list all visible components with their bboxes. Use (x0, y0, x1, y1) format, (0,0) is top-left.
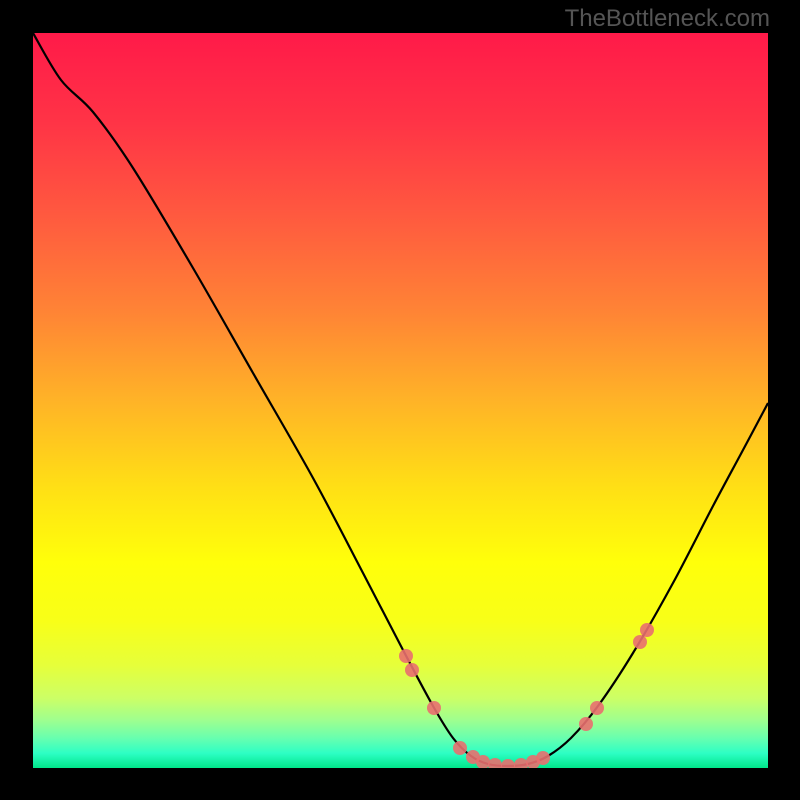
data-marker (579, 717, 593, 731)
data-marker (405, 663, 419, 677)
data-marker (590, 701, 604, 715)
data-marker (488, 758, 502, 768)
data-marker (399, 649, 413, 663)
data-marker (536, 751, 550, 765)
data-marker (453, 741, 467, 755)
curve-layer (33, 33, 768, 768)
data-marker (427, 701, 441, 715)
watermark-text: TheBottleneck.com (565, 5, 770, 33)
data-marker (514, 758, 528, 768)
data-marker (501, 759, 515, 768)
data-marker (640, 623, 654, 637)
plot-area (33, 33, 768, 768)
data-marker (633, 635, 647, 649)
